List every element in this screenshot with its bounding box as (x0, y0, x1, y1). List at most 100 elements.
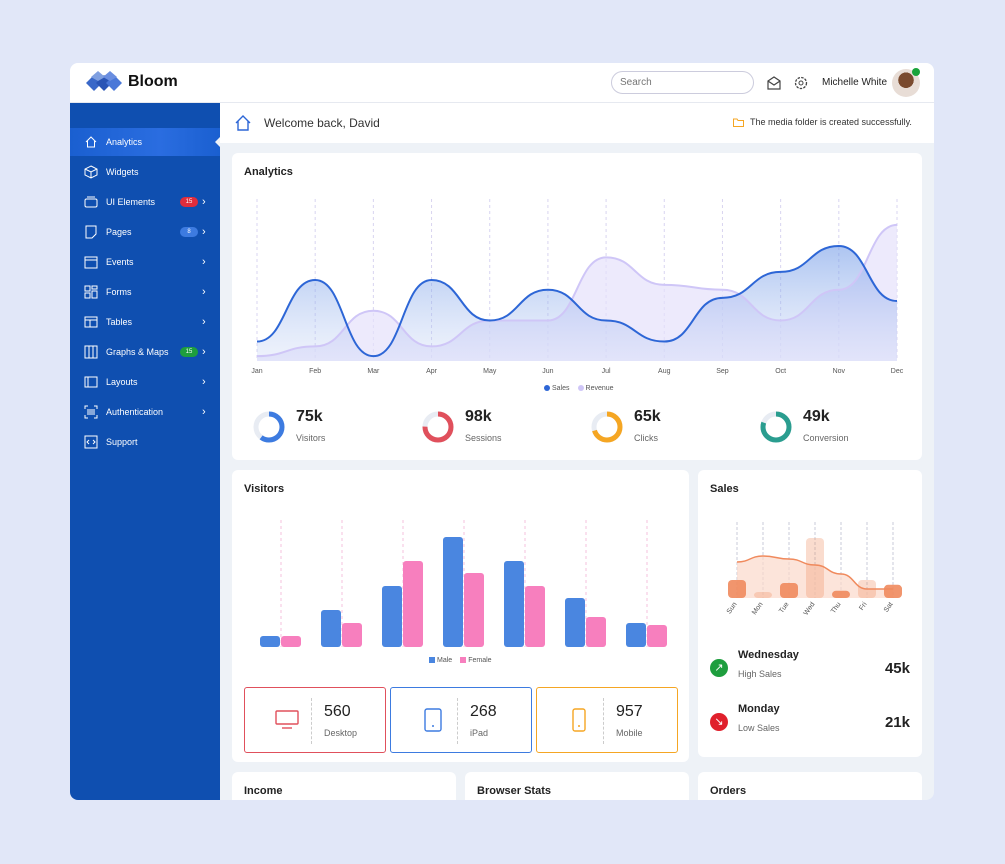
sales-bar[interactable] (728, 580, 746, 598)
sidebar-item-events[interactable]: Events › (70, 248, 220, 276)
bar-male[interactable] (626, 623, 646, 647)
chevron-right-icon: › (202, 286, 206, 298)
chart-legend: Male Female (429, 657, 492, 664)
sidebar: Analytics Widgets UI Elements 15 › Pages 8 › Eve… (70, 103, 221, 800)
sidebar-item-label: UI Elements (106, 197, 156, 207)
cube-icon (84, 165, 98, 179)
x-tick-label: Sun (726, 601, 739, 615)
highlight-value: 45k (884, 660, 910, 677)
analytics-card: Analytics Jan Feb Mar Apr May Jun Jul Aug Sep Oct… (232, 153, 922, 460)
sales-highlight: ↗ Wednesday High Sales 45k (698, 647, 922, 687)
bar-female[interactable] (647, 625, 667, 647)
sales-chart: Sun Mon Tue Wed Thu Fri Sat (726, 522, 902, 617)
sales-bar[interactable] (806, 538, 824, 598)
legend-sales[interactable]: Sales (544, 385, 570, 392)
browser-stats-card: Browser Stats (465, 772, 689, 800)
bar-male[interactable] (260, 636, 280, 647)
x-tick-label: Thu (830, 601, 843, 615)
x-tick-label: Tue (778, 601, 791, 615)
chevron-right-icon: › (202, 196, 206, 208)
revenue-line (256, 223, 898, 358)
legend-female[interactable]: Female (460, 657, 492, 664)
stat-label: Sessions (465, 433, 502, 443)
device-mobile[interactable]: 957 Mobile (536, 687, 678, 753)
x-tick-label: Mar (367, 368, 380, 375)
visitors-bar-chart (260, 520, 667, 647)
sales-bar[interactable] (780, 583, 798, 598)
table-icon (84, 316, 98, 328)
card-title: Browser Stats (477, 785, 551, 797)
device-label: Desktop (324, 728, 358, 738)
x-tick-label: Oct (775, 368, 786, 375)
sidebar-item-label: Graphs & Maps (106, 347, 169, 357)
device-label: iPad (470, 728, 489, 738)
chevron-right-icon: › (202, 256, 206, 268)
x-tick-label: Wed (803, 601, 817, 617)
sidebar-item-authentication[interactable]: Authentication › (70, 398, 220, 426)
sidebar-item-label: Tables (106, 317, 133, 327)
mail-icon[interactable] (766, 75, 782, 91)
device-ipad[interactable]: 268 iPad (390, 687, 532, 753)
stat-label: Clicks (634, 433, 658, 443)
bar-female[interactable] (342, 623, 362, 647)
bar-male[interactable] (504, 561, 524, 647)
bar-female[interactable] (525, 586, 545, 647)
logo[interactable]: Bloom (86, 71, 178, 93)
stat-value: 75k (296, 408, 323, 425)
bar-female[interactable] (403, 561, 423, 647)
tablet-icon (424, 708, 442, 732)
user-name[interactable]: Michelle White (822, 77, 888, 88)
stat-conversion: 49k Conversion (755, 405, 915, 449)
card-title: Analytics (244, 166, 293, 178)
bar-male[interactable] (565, 598, 585, 647)
sales-bar[interactable] (832, 590, 850, 598)
chevron-right-icon: › (202, 316, 206, 328)
bar-male[interactable] (443, 537, 463, 647)
sidebar-item-widgets[interactable]: Widgets (70, 158, 220, 186)
card-title: Orders (710, 785, 747, 797)
device-value: 560 (324, 703, 351, 720)
sidebar-item-forms[interactable]: Forms › (70, 278, 220, 306)
sidebar-item-label: Widgets (106, 167, 139, 177)
legend-male[interactable]: Male (429, 657, 452, 664)
bar-male[interactable] (321, 610, 341, 647)
count-badge: 8 (180, 227, 198, 237)
sales-bar[interactable] (884, 584, 902, 598)
device-value: 957 (616, 703, 643, 720)
sidebar-item-support[interactable]: Support (70, 428, 220, 456)
bar-male[interactable] (382, 586, 402, 647)
sidebar-item-label: Forms (106, 287, 132, 297)
welcome-text: Welcome back, David (264, 116, 380, 130)
donut-chart (253, 411, 285, 443)
legend-revenue[interactable]: Revenue (577, 385, 614, 392)
search-input[interactable] (611, 71, 754, 94)
stat-value: 49k (803, 408, 830, 425)
welcome-bar: Welcome back, David The media folder is … (220, 103, 934, 143)
sidebar-item-graphs-maps[interactable]: Graphs & Maps 15 › (70, 338, 220, 366)
x-tick-label: Jan (251, 368, 262, 375)
bar-female[interactable] (281, 636, 301, 647)
arrow-up-right-icon: ↗ (710, 659, 728, 677)
bar-female[interactable] (586, 617, 606, 647)
device-desktop[interactable]: 560 Desktop (244, 687, 386, 753)
home-icon (85, 136, 97, 148)
sidebar-item-label: Events (106, 257, 134, 267)
sidebar-item-tables[interactable]: Tables › (70, 308, 220, 336)
sidebar-item-pages[interactable]: Pages 8 › (70, 218, 220, 246)
gear-icon[interactable] (793, 75, 809, 91)
layers-icon (84, 196, 98, 208)
highlight-day: Wednesday (738, 649, 799, 661)
device-label: Mobile (616, 728, 643, 738)
folder-icon (733, 118, 744, 127)
highlight-value: 21k (884, 714, 910, 731)
sidebar-item-analytics[interactable]: Analytics (70, 128, 221, 156)
x-tick-label: May (483, 368, 497, 375)
donut-chart (422, 411, 454, 443)
app-name: Bloom (128, 73, 178, 90)
code-icon (84, 435, 98, 449)
sidebar-item-layouts[interactable]: Layouts › (70, 368, 220, 396)
sales-bar[interactable] (754, 592, 772, 598)
sidebar-item-ui-elements[interactable]: UI Elements 15 › (70, 188, 220, 216)
bar-female[interactable] (464, 573, 484, 647)
device-value: 268 (470, 703, 497, 720)
